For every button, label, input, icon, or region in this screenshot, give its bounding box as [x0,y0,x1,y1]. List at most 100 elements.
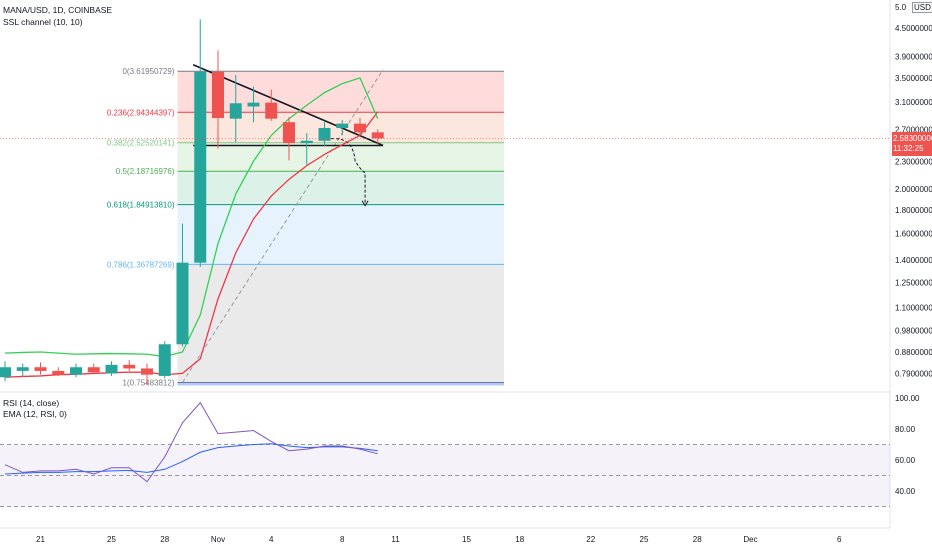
candle [123,360,136,371]
candle [16,363,29,378]
candle-body [371,132,384,139]
price-tick-label: 1.25000000 [895,278,932,287]
candle-body [283,122,295,144]
candle [87,363,100,374]
candle-body [0,367,11,378]
fib-labels: 0(3.61950729) 0.236(2.94344397) 0.382(2.52… [107,67,175,387]
candle [212,50,224,149]
price-tick-label: 1.40000000 [895,256,932,265]
candle-body [16,367,29,371]
candle [371,129,384,145]
candle [336,120,349,136]
time-tick-label: 18 [515,535,524,544]
time-tick-label: 6 [837,535,842,544]
last-price: 2.58300000 [893,134,932,143]
time-axis[interactable]: 21 25 28 Nov 4 8 11 15 18 22 25 28 Dec 6 [36,535,842,544]
currency-tag[interactable]: USD [912,2,932,13]
candle [283,117,295,161]
fib-zone [177,71,504,113]
fib-zone [177,142,504,172]
ssl-up-line [4,77,379,358]
price-tick-label: 5.0 [895,3,907,12]
rsi-legend[interactable]: RSI (14, close) [3,398,60,408]
candle-body [158,344,171,376]
rsi-tick-label: 100.00 [895,394,920,403]
fib-level-label: 0.786(1.36787269) [107,260,175,269]
bar-countdown: 11:32:25 [893,144,924,153]
diagonal-dashed-line [182,69,384,383]
ema-legend[interactable]: EMA (12, RSI, 0) [3,409,67,419]
candle [70,363,82,378]
candle-body [194,71,207,263]
time-tick-label: 21 [36,535,45,544]
candle [52,367,65,376]
time-tick-label: 4 [269,535,274,544]
candle-body [247,102,260,107]
candle-body [70,367,82,375]
candle [318,120,331,147]
time-tick-label: Nov [211,535,225,544]
rsi-tick-label: 40.00 [895,487,916,496]
rsi-tick-label: 80.00 [895,425,916,434]
indicator-legend[interactable]: SSL channel (10, 10) [3,17,83,27]
last-price-badge: 2.58300000 11:32:25 [892,132,932,156]
price-axis[interactable]: 5.0 4.50000000 3.90000000 3.50000000 3.10000… [0,0,932,528]
time-tick-label: 25 [107,535,116,544]
fib-zones [177,71,504,383]
price-tick-label: 1.80000000 [895,206,932,215]
fib-level-label: 0.382(2.52520141) [107,139,175,148]
candle-body [52,370,65,375]
symbol-legend[interactable]: MANA/USD, 1D, COINBASE [3,5,113,15]
candle [354,117,366,136]
time-tick-label: Dec [743,535,757,544]
trend-drawings[interactable] [182,63,384,383]
ssl-channel [4,77,379,378]
fib-level-label: 1(0.75483812) [122,378,174,387]
time-tick-label: 28 [693,535,702,544]
fib-level-label: 0.618(1.84913810) [107,201,175,210]
time-tick-label: 8 [340,535,345,544]
price-tick-label: 3.90000000 [895,52,932,61]
price-tick-label: 2.00000000 [895,185,932,194]
fib-zone [177,171,504,205]
price-tick-label: 3.50000000 [895,74,932,83]
price-tick-label: 2.30000000 [895,157,932,166]
candle [141,363,153,386]
time-tick-label: 11 [391,535,400,544]
candle-body [87,367,100,373]
price-tick-label: 2.70000000 [895,125,932,134]
candle-body [300,140,313,144]
fib-base-band [177,382,504,386]
ssl-down-line [4,111,379,378]
candles[interactable] [0,19,890,386]
projection-arrowhead [361,200,369,207]
candle-body [212,71,224,118]
fib-zone [177,204,504,265]
candle-body [336,123,349,128]
candle-body [229,103,242,119]
candle-body [141,368,153,375]
price-tick-label: 1.60000000 [895,229,932,238]
price-tick-label: 4.50000000 [895,24,932,33]
candle [265,89,278,121]
candle-body [105,364,118,374]
candle [229,75,242,143]
fib-level-label: 0.236(2.94344397) [107,108,175,117]
price-tick-label: 0.79000000 [895,369,932,378]
rsi-line [4,401,378,483]
candle-body [265,102,278,119]
time-tick-label: 22 [586,535,595,544]
fib-zone [177,264,504,383]
candle [158,341,171,379]
candle [247,86,260,123]
time-tick-label: 25 [640,535,649,544]
candle-body [318,127,331,141]
rsi-panel[interactable]: 100.00 80.00 60.00 40.00 [0,394,920,529]
triangle-upper-trendline [192,63,384,147]
time-tick-label: 28 [160,535,169,544]
